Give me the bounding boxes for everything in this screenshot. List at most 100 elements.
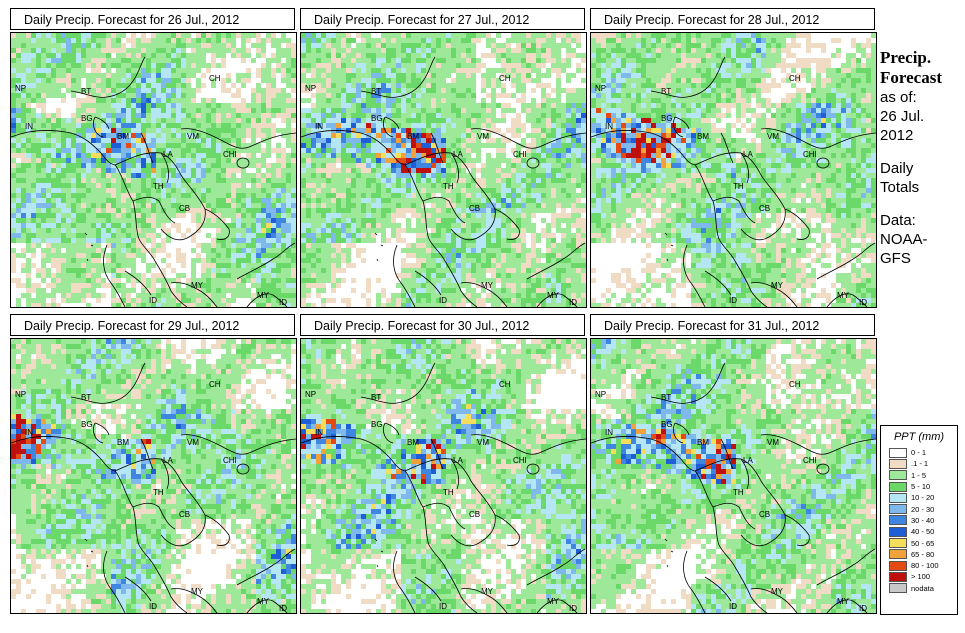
precip-cells <box>591 33 876 307</box>
country-label: ID <box>569 298 577 307</box>
country-label: IN <box>605 428 613 437</box>
country-label: NP <box>595 390 606 399</box>
legend-swatch <box>889 447 907 458</box>
precip-grid-svg: NP BT IN BG CH BM VM LA CHI TH CB MY ID MY ID <box>301 33 586 307</box>
country-label: CHI <box>513 456 527 465</box>
country-label: CB <box>759 204 770 213</box>
caption-data-line3: GFS <box>880 250 911 267</box>
country-label: MY <box>481 587 494 596</box>
country-label: TH <box>733 182 744 191</box>
country-label: CHI <box>513 150 527 159</box>
country-label: CH <box>209 74 221 83</box>
country-label: IN <box>605 122 613 131</box>
country-label: TH <box>733 488 744 497</box>
precip-cells <box>301 33 586 307</box>
caption-daily-line2: Totals <box>880 179 920 196</box>
precip-grid-svg: NP BT IN BG CH BM VM LA CHI TH CB MY ID MY ID <box>591 33 876 307</box>
legend-item: 30 - 40 <box>889 515 957 526</box>
country-label: MY <box>771 587 784 596</box>
precip-cells <box>11 339 296 613</box>
country-label: ID <box>439 296 447 305</box>
legend-label: 30 - 40 <box>911 515 935 525</box>
legend-item: 50 - 65 <box>889 537 957 549</box>
legend-label: .1 - 1 <box>911 459 929 469</box>
forecast-panel-4: Daily Precip. Forecast for 29 Jul., 2012… <box>10 314 297 614</box>
country-label: TH <box>153 182 164 191</box>
legend-label: 10 - 20 <box>911 493 935 503</box>
country-label: ID <box>279 604 287 613</box>
country-label: MY <box>481 281 494 290</box>
country-label: NP <box>305 390 316 399</box>
country-label: MY <box>191 281 204 290</box>
forecast-panel-5: Daily Precip. Forecast for 30 Jul., 2012… <box>300 314 587 614</box>
country-label: MY <box>547 597 560 606</box>
legend-swatch <box>889 526 907 537</box>
country-label: BG <box>81 114 93 123</box>
precip-cells <box>301 339 586 613</box>
country-label: CHI <box>223 150 237 159</box>
country-label: NP <box>15 84 26 93</box>
legend-item: .1 - 1 <box>889 458 957 469</box>
country-label: ID <box>859 298 867 307</box>
country-label: VM <box>767 132 779 141</box>
precip-grid-svg: NP BT IN BG CH BM VM LA CHI TH CB MY ID MY ID <box>11 339 296 613</box>
country-label: NP <box>305 84 316 93</box>
legend-title: PPT (mm) <box>893 431 945 443</box>
country-label: CHI <box>803 456 817 465</box>
country-label: CH <box>209 380 221 389</box>
country-label: ID <box>729 602 737 611</box>
country-label: VM <box>477 132 489 141</box>
country-label: VM <box>477 438 489 447</box>
country-label: TH <box>443 488 454 497</box>
legend-swatch <box>889 481 907 492</box>
country-label: MY <box>191 587 204 596</box>
country-label: VM <box>187 132 199 141</box>
country-label: TH <box>153 488 164 497</box>
forecast-panel-3: Daily Precip. Forecast for 28 Jul., 2012… <box>590 8 877 308</box>
coastline-borders <box>11 362 296 613</box>
country-label: MY <box>257 291 270 300</box>
country-label: MY <box>257 597 270 606</box>
precip-map: NP BT IN BG CH BM VM LA CHI TH CB MY ID MY ID <box>590 32 877 308</box>
country-label: BG <box>371 420 383 429</box>
forecast-caption: Precip. Forecast as of: 26 Jul. 2012 Dai… <box>880 48 964 268</box>
legend-item: 0 - 1 <box>889 447 957 458</box>
country-label: VM <box>767 438 779 447</box>
panel-title: Daily Precip. Forecast for 29 Jul., 2012 <box>10 314 295 336</box>
country-label: BT <box>81 393 91 402</box>
country-label: LA <box>453 456 463 465</box>
legend-label: 65 - 80 <box>911 549 935 559</box>
country-label: CH <box>789 74 801 83</box>
coastline-borders <box>11 56 296 307</box>
precip-grid-svg: NP BT IN BG CH BM VM LA CHI TH CB MY ID MY ID <box>11 33 296 307</box>
legend-swatch <box>889 515 907 526</box>
legend-item: 80 - 100 <box>889 560 957 571</box>
country-label: BT <box>371 87 381 96</box>
country-label: BG <box>81 420 93 429</box>
precip-grid-svg: NP BT IN BG CH BM VM LA CHI TH CB MY ID MY ID <box>301 339 586 613</box>
country-label: BM <box>407 438 419 447</box>
panel-title: Daily Precip. Forecast for 30 Jul., 2012 <box>300 314 585 336</box>
country-label: ID <box>569 604 577 613</box>
legend-swatch <box>889 538 907 549</box>
legend-swatch <box>889 458 907 469</box>
coastline-borders <box>301 362 586 613</box>
caption-daily-line1: Daily <box>880 160 914 177</box>
country-label: ID <box>439 602 447 611</box>
country-label: LA <box>163 456 173 465</box>
country-label: CB <box>469 510 480 519</box>
country-label: LA <box>743 456 753 465</box>
caption-title-line1: Precip. <box>880 48 932 67</box>
legend-item: 10 - 20 <box>889 492 957 503</box>
country-label: BM <box>407 132 419 141</box>
country-label: TH <box>443 182 454 191</box>
precip-grid-svg: NP BT IN BG CH BM VM LA CHI TH CB MY ID MY ID <box>591 339 876 613</box>
legend-swatch <box>889 583 907 594</box>
country-label: CH <box>499 74 511 83</box>
legend-swatch <box>889 504 907 515</box>
precip-cells <box>11 33 296 307</box>
country-label: MY <box>547 291 560 300</box>
precip-map: NP BT IN BG CH BM VM LA CHI TH CB MY ID MY ID <box>590 338 877 614</box>
country-label: ID <box>149 296 157 305</box>
